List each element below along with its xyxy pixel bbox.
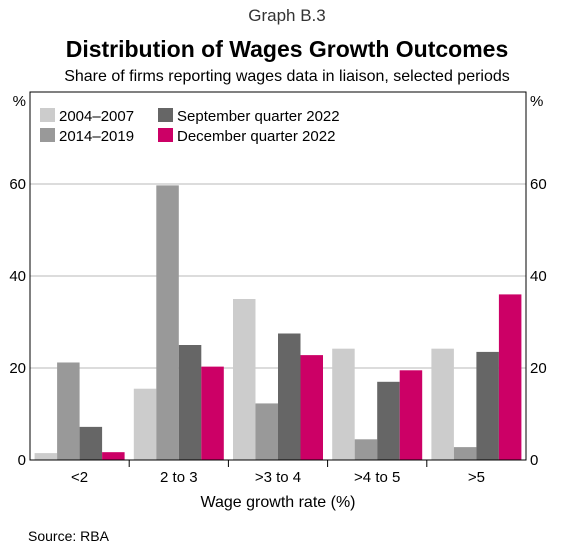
y-tick-label-left: 40 xyxy=(9,268,26,285)
bar xyxy=(431,348,454,460)
x-tick-label: 2 to 3 xyxy=(160,469,198,486)
bar xyxy=(377,381,400,460)
bar xyxy=(79,426,103,460)
bar xyxy=(156,185,179,460)
bar xyxy=(453,447,477,460)
y-tick-label-left: 0 xyxy=(18,452,26,469)
y-axis-unit-right: % xyxy=(530,93,543,110)
bar xyxy=(34,453,58,460)
bar xyxy=(133,388,157,460)
legend-swatch xyxy=(158,128,173,142)
y-axis-unit-left: % xyxy=(13,93,26,110)
legend-label: December quarter 2022 xyxy=(177,128,335,145)
bar xyxy=(332,348,355,460)
y-tick-label-right: 40 xyxy=(530,268,547,285)
bar xyxy=(57,362,80,460)
bar xyxy=(178,345,202,460)
bar xyxy=(476,351,499,460)
chart-title: Distribution of Wages Growth Outcomes xyxy=(65,36,509,62)
legend-label: 2014–2019 xyxy=(59,128,134,145)
y-tick-label-right: 60 xyxy=(530,176,547,193)
x-tick-label: <2 xyxy=(71,469,88,486)
source-note: Source: RBA xyxy=(28,528,109,544)
chart-subtitle: Share of firms reporting wages data in l… xyxy=(64,68,510,85)
legend-label: September quarter 2022 xyxy=(177,108,340,125)
y-tick-label-right: 20 xyxy=(530,360,547,377)
x-tick-label: >5 xyxy=(468,469,485,486)
bar xyxy=(300,355,323,460)
bar xyxy=(399,370,423,460)
bars xyxy=(34,185,522,460)
x-axis-label: Wage growth rate (%) xyxy=(200,494,355,511)
bar xyxy=(233,299,256,460)
x-tick-label: >3 to 4 xyxy=(255,469,301,486)
bar xyxy=(102,452,125,460)
legend-swatch xyxy=(158,108,173,122)
legend-swatch xyxy=(40,128,55,142)
graph-number: Graph B.3 xyxy=(248,6,326,25)
plot-frame xyxy=(29,91,527,461)
x-tick-label: >4 to 5 xyxy=(354,469,400,486)
bar xyxy=(354,439,378,460)
y-tick-label-left: 20 xyxy=(9,360,26,377)
legend-label: 2004–2007 xyxy=(59,108,134,125)
legend: 2004–2007 2014–2019 September quarter 2022… xyxy=(40,108,340,145)
legend-swatch xyxy=(40,108,55,122)
y-tick-label-left: 60 xyxy=(9,176,26,193)
axis-ticks: 0 0 20 20 40 40 60 60 <2 2 to 3 >3 to 4 >4 to 5 >5 xyxy=(9,176,546,486)
bar xyxy=(498,294,522,460)
bar xyxy=(201,366,224,460)
bar xyxy=(278,333,301,460)
bar xyxy=(255,403,278,460)
y-tick-label-right: 0 xyxy=(530,452,538,469)
